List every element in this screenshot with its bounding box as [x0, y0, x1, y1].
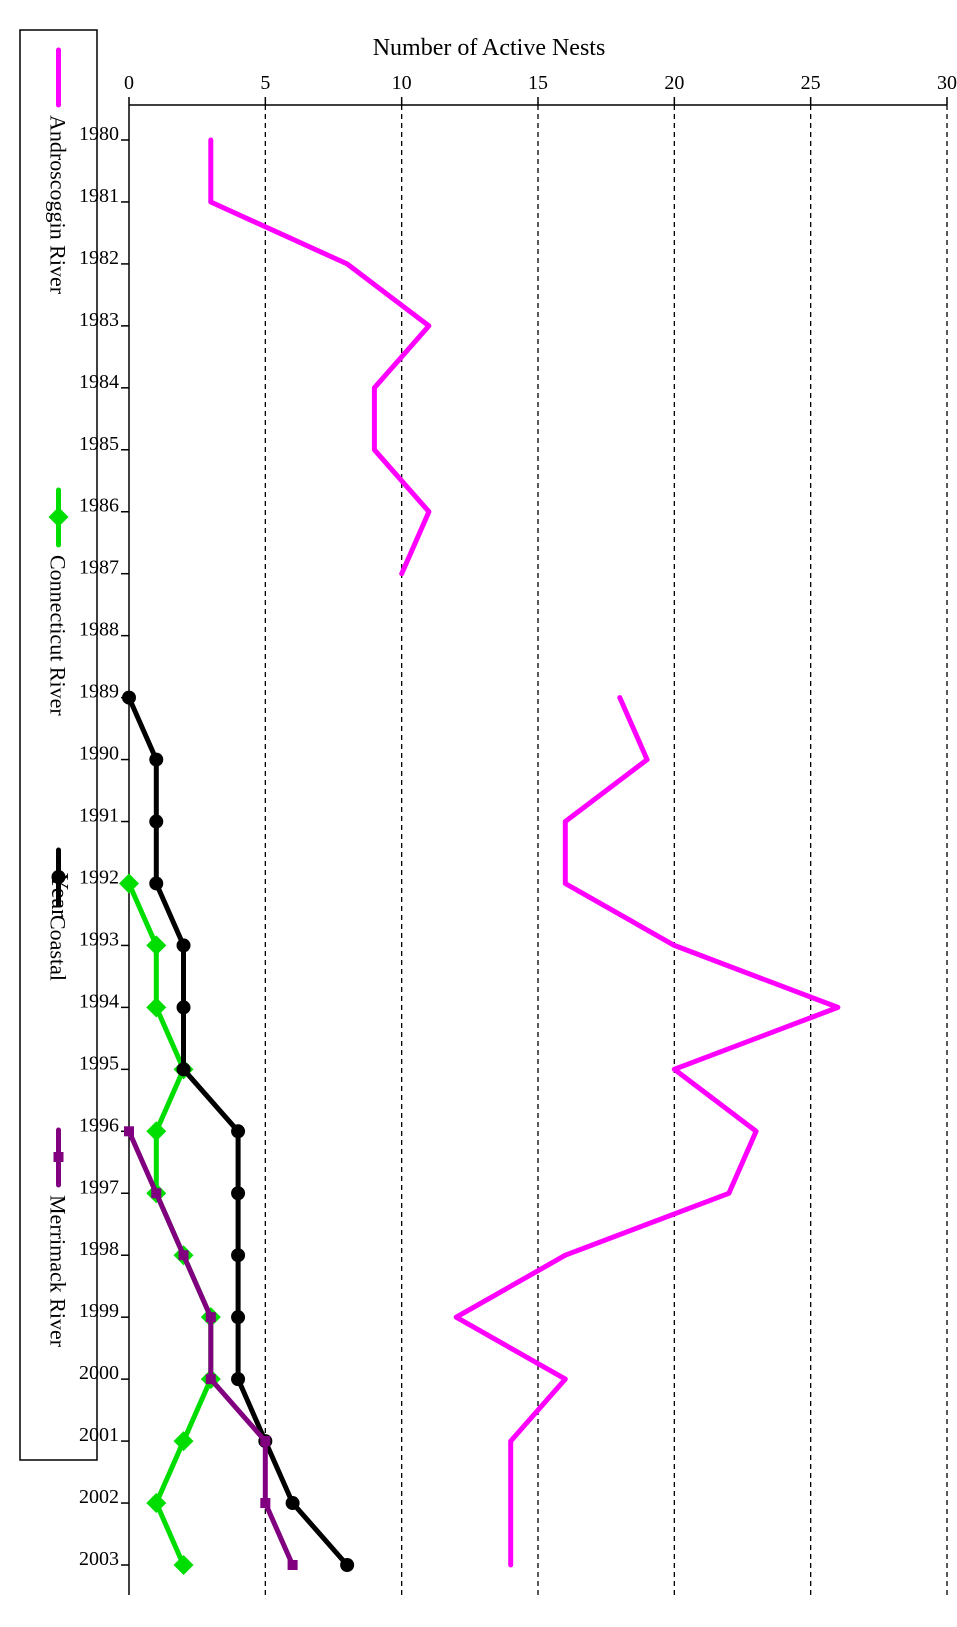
- point-connecticut-river-2002: [146, 1493, 167, 1514]
- point-merrimack-river-2003: [287, 1560, 298, 1570]
- point-coastal-1990: [149, 752, 164, 767]
- x-tick-label-1993: 1993: [79, 928, 119, 950]
- x-tick-label-1997: 1997: [79, 1176, 119, 1198]
- legend-label-coastal: Coastal: [46, 915, 71, 981]
- x-tick-label-1983: 1983: [79, 309, 119, 331]
- series-line-merrimack-river: [126, 1128, 296, 1568]
- point-merrimack-river-1996: [124, 1126, 134, 1137]
- x-tick-label-1981: 1981: [79, 185, 119, 207]
- y-tick-label-25: 25: [801, 72, 821, 94]
- y-axis-label: Number of Active Nests: [373, 35, 606, 61]
- x-tick-label-1998: 1998: [79, 1238, 119, 1260]
- point-coastal-1994: [176, 1000, 191, 1015]
- legend-box: [19, 29, 98, 1461]
- axis-labels: Year Number of Active Nests 0 5 10 15 20 25 30…: [46, 35, 957, 1570]
- point-coastal-1996: [231, 1124, 246, 1139]
- x-tick-label-1985: 1985: [79, 433, 119, 455]
- point-merrimack-river-1998: [178, 1250, 189, 1261]
- point-coastal-1995: [176, 1062, 191, 1077]
- point-merrimack-river-2001: [260, 1436, 271, 1447]
- point-connecticut-river-1996: [146, 1121, 167, 1142]
- y-tick-label-30: 30: [937, 72, 957, 94]
- series-layer: [119, 137, 841, 1575]
- x-tick-label-1991: 1991: [79, 805, 119, 827]
- point-connecticut-river-2003: [173, 1555, 194, 1575]
- point-coastal-2003: [340, 1558, 355, 1572]
- x-tick-label-1990: 1990: [79, 743, 119, 765]
- legend-marker-coastal: [51, 870, 66, 884]
- x-tick-label-1987: 1987: [79, 557, 119, 579]
- legend-label-merrimack-river: Merrimack River: [46, 1195, 71, 1348]
- point-coastal-2000: [231, 1372, 246, 1387]
- series-line-androscoggin-river: [208, 137, 841, 1568]
- point-connecticut-river-1993: [146, 935, 167, 956]
- x-tick-label-2003: 2003: [79, 1548, 119, 1570]
- x-tick-label-1992: 1992: [79, 866, 119, 888]
- x-tick-label-1996: 1996: [79, 1114, 119, 1136]
- point-coastal-1991: [149, 814, 164, 829]
- x-tick-label-1986: 1986: [79, 495, 119, 517]
- x-tick-label-1982: 1982: [79, 247, 119, 269]
- point-coastal-1999: [231, 1310, 246, 1325]
- point-coastal-1998: [231, 1248, 246, 1263]
- point-merrimack-river-1999: [205, 1312, 216, 1323]
- legend-marker-merrimack-river: [53, 1152, 64, 1162]
- y-tick-label-10: 10: [392, 72, 412, 94]
- x-tick-label-1984: 1984: [79, 371, 119, 393]
- axes: [121, 97, 948, 1595]
- x-tick-label-2002: 2002: [79, 1486, 119, 1508]
- y-tick-label-15: 15: [528, 72, 548, 94]
- point-connecticut-river-2001: [173, 1431, 194, 1452]
- x-tick-label-1995: 1995: [79, 1052, 119, 1074]
- legend: Androscoggin River Connecticut River Coast…: [19, 29, 98, 1461]
- y-tick-label-5: 5: [260, 72, 270, 94]
- x-tick-label-1999: 1999: [79, 1300, 119, 1322]
- legend-label-androscoggin-river: Androscoggin River: [46, 115, 71, 295]
- point-coastal-1997: [231, 1186, 246, 1201]
- x-tick-label-1994: 1994: [79, 990, 119, 1012]
- legend-label-connecticut-river: Connecticut River: [46, 555, 71, 716]
- point-merrimack-river-2000: [205, 1374, 216, 1385]
- point-coastal-1993: [176, 938, 191, 953]
- y-tick-label-0: 0: [124, 72, 134, 94]
- point-connecticut-river-1994: [146, 997, 167, 1018]
- x-tick-label-1989: 1989: [79, 681, 119, 703]
- rotated-chart-frame: Androscoggin River Connecticut River Coast…: [19, 29, 957, 1595]
- x-tick-label-1988: 1988: [79, 619, 119, 641]
- grid-lines: [264, 105, 948, 1595]
- point-merrimack-river-1997: [151, 1188, 162, 1199]
- y-tick-label-20: 20: [664, 72, 684, 94]
- point-coastal-1989: [122, 690, 136, 705]
- x-tick-label-1980: 1980: [79, 123, 119, 145]
- x-tick-label-2000: 2000: [79, 1362, 119, 1384]
- point-coastal-2002: [285, 1496, 300, 1511]
- x-tick-label-2001: 2001: [79, 1424, 119, 1446]
- x-axis-label: Year: [46, 873, 72, 917]
- legend-marker-connecticut-river: [48, 507, 69, 527]
- point-connecticut-river-1992: [119, 873, 139, 894]
- point-merrimack-river-2002: [260, 1498, 271, 1509]
- point-coastal-1992: [149, 876, 164, 891]
